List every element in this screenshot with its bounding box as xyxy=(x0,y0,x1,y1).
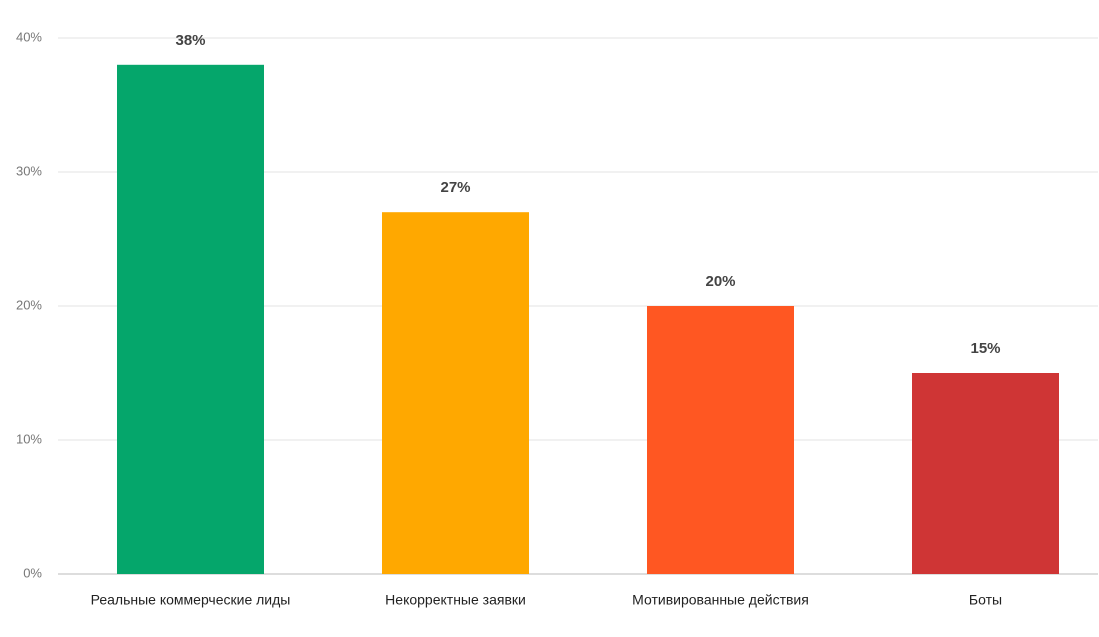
value-label: 27% xyxy=(440,179,470,196)
bar xyxy=(647,306,794,574)
value-label: 15% xyxy=(970,340,1000,357)
y-tick-label: 20% xyxy=(16,297,42,312)
y-tick-label: 30% xyxy=(16,163,42,178)
value-label: 20% xyxy=(705,273,735,290)
x-tick-label: Боты xyxy=(969,592,1002,608)
x-tick-label: Некорректные заявки xyxy=(385,592,526,608)
x-tick-label: Реальные коммерческие лиды xyxy=(91,592,291,608)
y-tick-label: 40% xyxy=(16,29,42,44)
y-tick-label: 0% xyxy=(23,565,42,580)
x-tick-label: Мотивированные действия xyxy=(632,592,809,608)
value-label: 38% xyxy=(175,32,205,49)
bar xyxy=(117,64,264,575)
bar xyxy=(912,373,1059,574)
bar xyxy=(382,212,529,574)
y-tick-label: 10% xyxy=(16,431,42,446)
